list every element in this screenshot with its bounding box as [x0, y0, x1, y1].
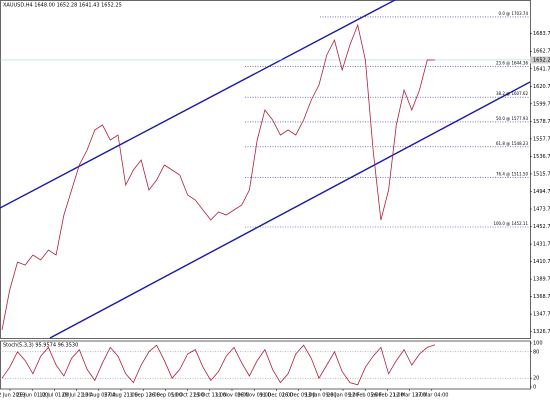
x-tick-label: 11 Nov 09:00 — [215, 393, 249, 399]
osc-tick-label: 80 — [533, 349, 539, 355]
x-tick-label: 13 Aug 05:00 — [82, 393, 116, 399]
y-tick-label: 1578.70 — [533, 119, 550, 125]
x-tick-label: 12 Jul 01:00 — [39, 393, 69, 399]
y-tick-label: 1557.70 — [533, 136, 550, 142]
x-tick-label: 10 Oct 21:00 — [171, 393, 204, 399]
x-tick-label: 27 Mar 04:00 — [415, 393, 448, 399]
y-tick-label: 1683.70 — [533, 31, 550, 37]
y-tick-label: 1536.70 — [533, 154, 550, 160]
price-panel — [0, 0, 531, 339]
y-tick-label: 1662.70 — [533, 49, 550, 55]
fib-label: 0.0 @ 1703.74 — [499, 11, 529, 16]
fib-label: 38.2 @ 1607.62 — [496, 91, 528, 96]
y-tick-label: 1326.70 — [533, 329, 550, 335]
x-tick-label: 12 Jun 2019 — [0, 393, 25, 399]
x-tick-label: 27 Aug 21:00 — [104, 393, 138, 399]
fib-label: 100.0 @ 1452.11 — [493, 221, 528, 226]
x-tick-label: 13 Jan 09:00 — [305, 393, 337, 399]
x-tick-label: 28 Jan 09:00 — [327, 393, 359, 399]
fib-label: 50.0 @ 1577.93 — [496, 116, 528, 121]
channel-upper — [0, 0, 396, 209]
y-tick-label: 1410.70 — [533, 259, 550, 265]
y-tick-label: 1494.70 — [533, 189, 550, 195]
x-tick-label: 29 Jul 21:00 — [62, 393, 92, 399]
y-tick-label: 1473.70 — [533, 206, 550, 212]
price-line — [1, 23, 436, 331]
fib-label: 61.8 @ 1548.23 — [496, 141, 528, 146]
x-tick-label: 25 Oct 13:00 — [193, 393, 226, 399]
osc-tick-label: 0 — [533, 385, 536, 391]
chart-title: XAUUSD,H4 1648.00 1652.28 1641.43 1652.2… — [3, 3, 122, 9]
y-tick-label: 1431.70 — [533, 242, 550, 248]
x-tick-label: 26 Sep 05:00 — [149, 393, 182, 399]
y-tick-label: 1620.70 — [533, 84, 550, 90]
y-tick-label: 1452.70 — [533, 224, 550, 230]
x-tick-label: 12 Feb 05:00 — [349, 393, 382, 399]
channel-lower — [49, 81, 531, 339]
y-tick-label: 1389.70 — [533, 277, 550, 283]
y-tick-label: 1599.70 — [533, 101, 550, 107]
y-tick-label: 1515.70 — [533, 171, 550, 177]
y-tick-label: 1641.70 — [533, 66, 550, 72]
last-price-box — [530, 56, 550, 64]
x-tick-label: 26 Feb 21:00 — [371, 393, 404, 399]
x-tick-label: 11 Sep 13:00 — [127, 393, 160, 399]
fib-label: 76.4 @ 1511.50 — [496, 171, 528, 176]
oscillator-panel — [0, 340, 531, 390]
osc-tick-label: 100 — [533, 341, 543, 347]
x-tick-label: 12 Mar 13:00 — [393, 393, 426, 399]
x-tick-label: 26 Jun 01:00 — [16, 393, 48, 399]
last-price-label: 1652.25 — [533, 57, 550, 63]
x-tick-label: 11 Dec 01:00 — [260, 393, 294, 399]
x-tick-label: 26 Dec 09:00 — [282, 393, 316, 399]
oscillator-title: Stoch(5,3,3) 95.9574 96.3530 — [3, 343, 78, 349]
osc-tick-label: 20 — [533, 376, 539, 382]
y-tick-label: 1347.70 — [533, 312, 550, 318]
fib-label: 23.6 @ 1644.36 — [496, 61, 528, 66]
oscillator-line — [1, 344, 436, 386]
x-tick-label: 26 Nov 09:00 — [237, 393, 271, 399]
y-tick-label: 1368.70 — [533, 294, 550, 300]
